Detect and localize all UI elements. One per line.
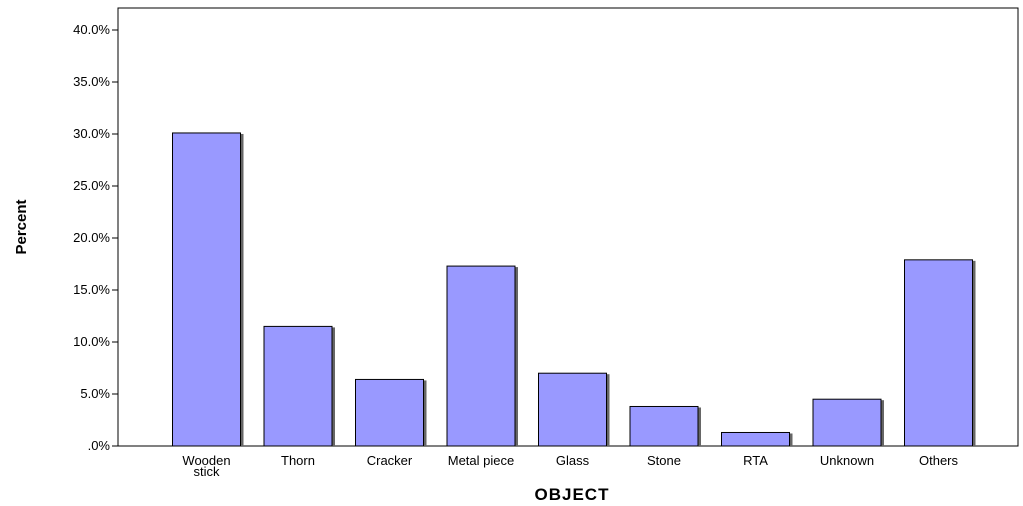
x-category-label: Glass xyxy=(556,453,590,468)
bar xyxy=(538,372,607,447)
y-tick-label: 15.0% xyxy=(73,282,110,297)
y-tick-label: 40.0% xyxy=(73,22,110,37)
y-axis-title: Percent xyxy=(13,199,30,254)
x-category-label: stick xyxy=(194,464,221,479)
bar xyxy=(721,431,790,447)
bar xyxy=(355,378,424,447)
y-tick-label: 25.0% xyxy=(73,178,110,193)
bar xyxy=(172,132,241,447)
bars xyxy=(172,132,976,447)
y-tick-label: 30.0% xyxy=(73,126,110,141)
x-category-label: Others xyxy=(919,453,959,468)
bar xyxy=(904,259,973,447)
x-category-label: Thorn xyxy=(281,453,315,468)
x-category-label: Wooden xyxy=(182,453,230,468)
y-axis-ticks: .0% 5.0% 10.0% 15.0% 20.0% 25.0% 30.0% 35.0% 40.… xyxy=(73,22,118,453)
x-category-label: Unknown xyxy=(820,453,874,468)
bar xyxy=(812,398,882,447)
bar xyxy=(446,265,516,447)
x-category-label: RTA xyxy=(743,453,768,468)
y-tick-label: 20.0% xyxy=(73,230,110,245)
y-tick-label: 35.0% xyxy=(73,74,110,89)
y-tick-label: .0% xyxy=(88,438,111,453)
x-category-label: Cracker xyxy=(367,453,413,468)
x-axis-title: OBJECT xyxy=(535,485,610,504)
x-category-label: Metal piece xyxy=(448,453,514,468)
y-tick-label: 10.0% xyxy=(73,334,110,349)
x-category-label: Stone xyxy=(647,453,681,468)
bar xyxy=(629,405,699,447)
bar xyxy=(263,325,333,447)
y-tick-label: 5.0% xyxy=(80,386,110,401)
